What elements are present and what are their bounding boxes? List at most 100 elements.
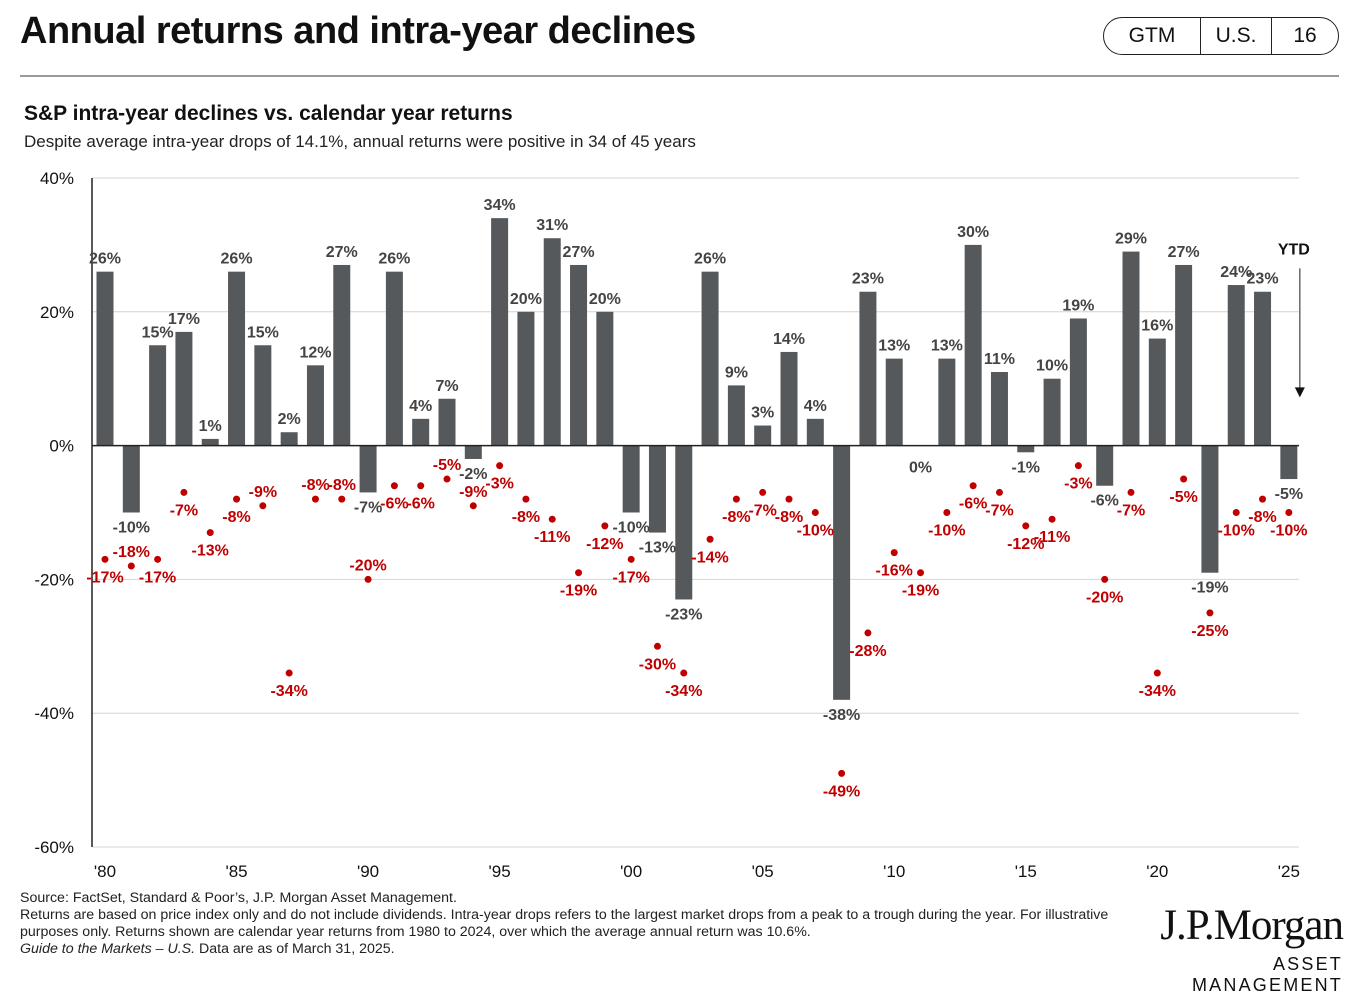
decline-label: -25% <box>1191 623 1228 640</box>
return-label: 20% <box>510 291 542 308</box>
return-label: 34% <box>484 197 516 214</box>
header-divider <box>20 75 1339 77</box>
decline-label: -34% <box>270 683 307 700</box>
return-label: 26% <box>378 251 410 268</box>
return-bar <box>1096 445 1114 486</box>
return-label: 26% <box>694 251 726 268</box>
return-label: -38% <box>823 707 860 724</box>
decline-dot <box>732 495 740 503</box>
return-label: 15% <box>247 324 279 341</box>
decline-dot <box>154 555 162 563</box>
decline-dot <box>1127 488 1135 496</box>
ytd-label: YTD <box>1278 241 1310 258</box>
decline-dot <box>759 488 767 496</box>
decline-dot <box>548 515 556 523</box>
decline-dot <box>364 575 372 583</box>
footnote-guide: Guide to the Markets – U.S. Data are as … <box>20 941 1110 958</box>
return-label: 24% <box>1220 264 1252 281</box>
decline-dot <box>1232 509 1240 516</box>
decline-dot <box>943 509 951 516</box>
decline-dot <box>233 495 241 503</box>
return-bar <box>122 445 140 513</box>
return-label: 11% <box>984 351 1015 368</box>
decline-label: -8% <box>222 509 250 526</box>
return-bar <box>1043 378 1061 446</box>
return-label: 29% <box>1115 231 1147 248</box>
badge-region: U.S. <box>1201 18 1272 54</box>
x-tick-label: '85 <box>225 862 247 881</box>
decline-dot <box>522 495 530 503</box>
return-bar <box>570 264 588 446</box>
return-bar <box>1254 291 1272 446</box>
return-bar <box>96 271 114 446</box>
decline-label: -17% <box>86 569 123 586</box>
return-bar <box>1280 445 1298 480</box>
return-bar <box>1227 285 1245 446</box>
decline-dot <box>101 555 109 563</box>
decline-label: -18% <box>113 544 150 561</box>
return-bar <box>306 365 324 446</box>
return-label: 10% <box>1036 358 1068 375</box>
decline-dot <box>443 475 451 483</box>
decline-dot <box>1206 609 1214 617</box>
decline-label: -13% <box>192 543 229 560</box>
return-label: 19% <box>1062 297 1094 314</box>
decline-label: -7% <box>1117 502 1145 519</box>
return-bar <box>1175 264 1193 446</box>
return-label: 17% <box>168 311 200 328</box>
return-label: -19% <box>1191 580 1228 597</box>
decline-dot <box>890 549 898 557</box>
decline-label: -12% <box>1007 536 1044 553</box>
decline-dot <box>1101 575 1109 583</box>
decline-label: -7% <box>985 502 1013 519</box>
return-bar <box>280 432 298 446</box>
decline-dot <box>969 482 977 490</box>
decline-label: -16% <box>876 563 913 580</box>
return-label: 27% <box>326 244 358 261</box>
decline-label: -14% <box>691 549 728 566</box>
return-label: -13% <box>639 540 676 557</box>
decline-label: -49% <box>823 783 860 800</box>
decline-dot <box>917 569 925 577</box>
return-label: 20% <box>589 291 621 308</box>
logo-subtitle: ASSET MANAGEMENT <box>1191 954 1343 995</box>
x-tick-label: '05 <box>752 862 774 881</box>
decline-dot <box>680 669 688 677</box>
return-bar <box>990 372 1008 446</box>
chart-subtitle: S&P intra-year declines vs. calendar yea… <box>24 102 513 125</box>
decline-dot <box>1180 475 1188 483</box>
return-bar <box>648 445 666 533</box>
return-label: 30% <box>957 224 989 241</box>
return-bar <box>885 358 903 446</box>
return-bar <box>675 445 693 600</box>
x-tick-label: '90 <box>357 862 379 881</box>
decline-dot <box>1022 522 1030 530</box>
decline-dot <box>259 502 267 510</box>
return-bar <box>622 445 640 513</box>
y-tick-label: -60% <box>34 838 74 857</box>
decline-dot <box>601 522 609 530</box>
return-label: 13% <box>931 338 963 355</box>
return-label: -1% <box>1012 459 1040 476</box>
decline-dot <box>496 462 504 470</box>
decline-label: -5% <box>1169 489 1197 506</box>
decline-label: -10% <box>928 523 965 540</box>
x-tick-label: '20 <box>1146 862 1168 881</box>
decline-label: -5% <box>433 457 461 474</box>
decline-label: -10% <box>1218 523 1255 540</box>
return-bar <box>412 418 430 446</box>
decline-dot <box>417 482 425 490</box>
decline-dot <box>1259 495 1267 503</box>
ytd-arrow-head <box>1294 387 1305 398</box>
decline-label: -3% <box>485 476 513 493</box>
decline-label: -10% <box>1270 523 1307 540</box>
decline-label: -11% <box>1034 529 1070 546</box>
guide-title: Guide to the Markets – U.S. <box>20 941 196 957</box>
return-bar <box>727 385 745 446</box>
return-bar <box>1148 338 1166 446</box>
decline-dot <box>469 502 477 510</box>
chart-description: Despite average intra-year drops of 14.1… <box>24 132 696 151</box>
x-tick-label: '15 <box>1015 862 1037 881</box>
return-bar <box>359 445 377 493</box>
x-tick-label: '00 <box>620 862 642 881</box>
